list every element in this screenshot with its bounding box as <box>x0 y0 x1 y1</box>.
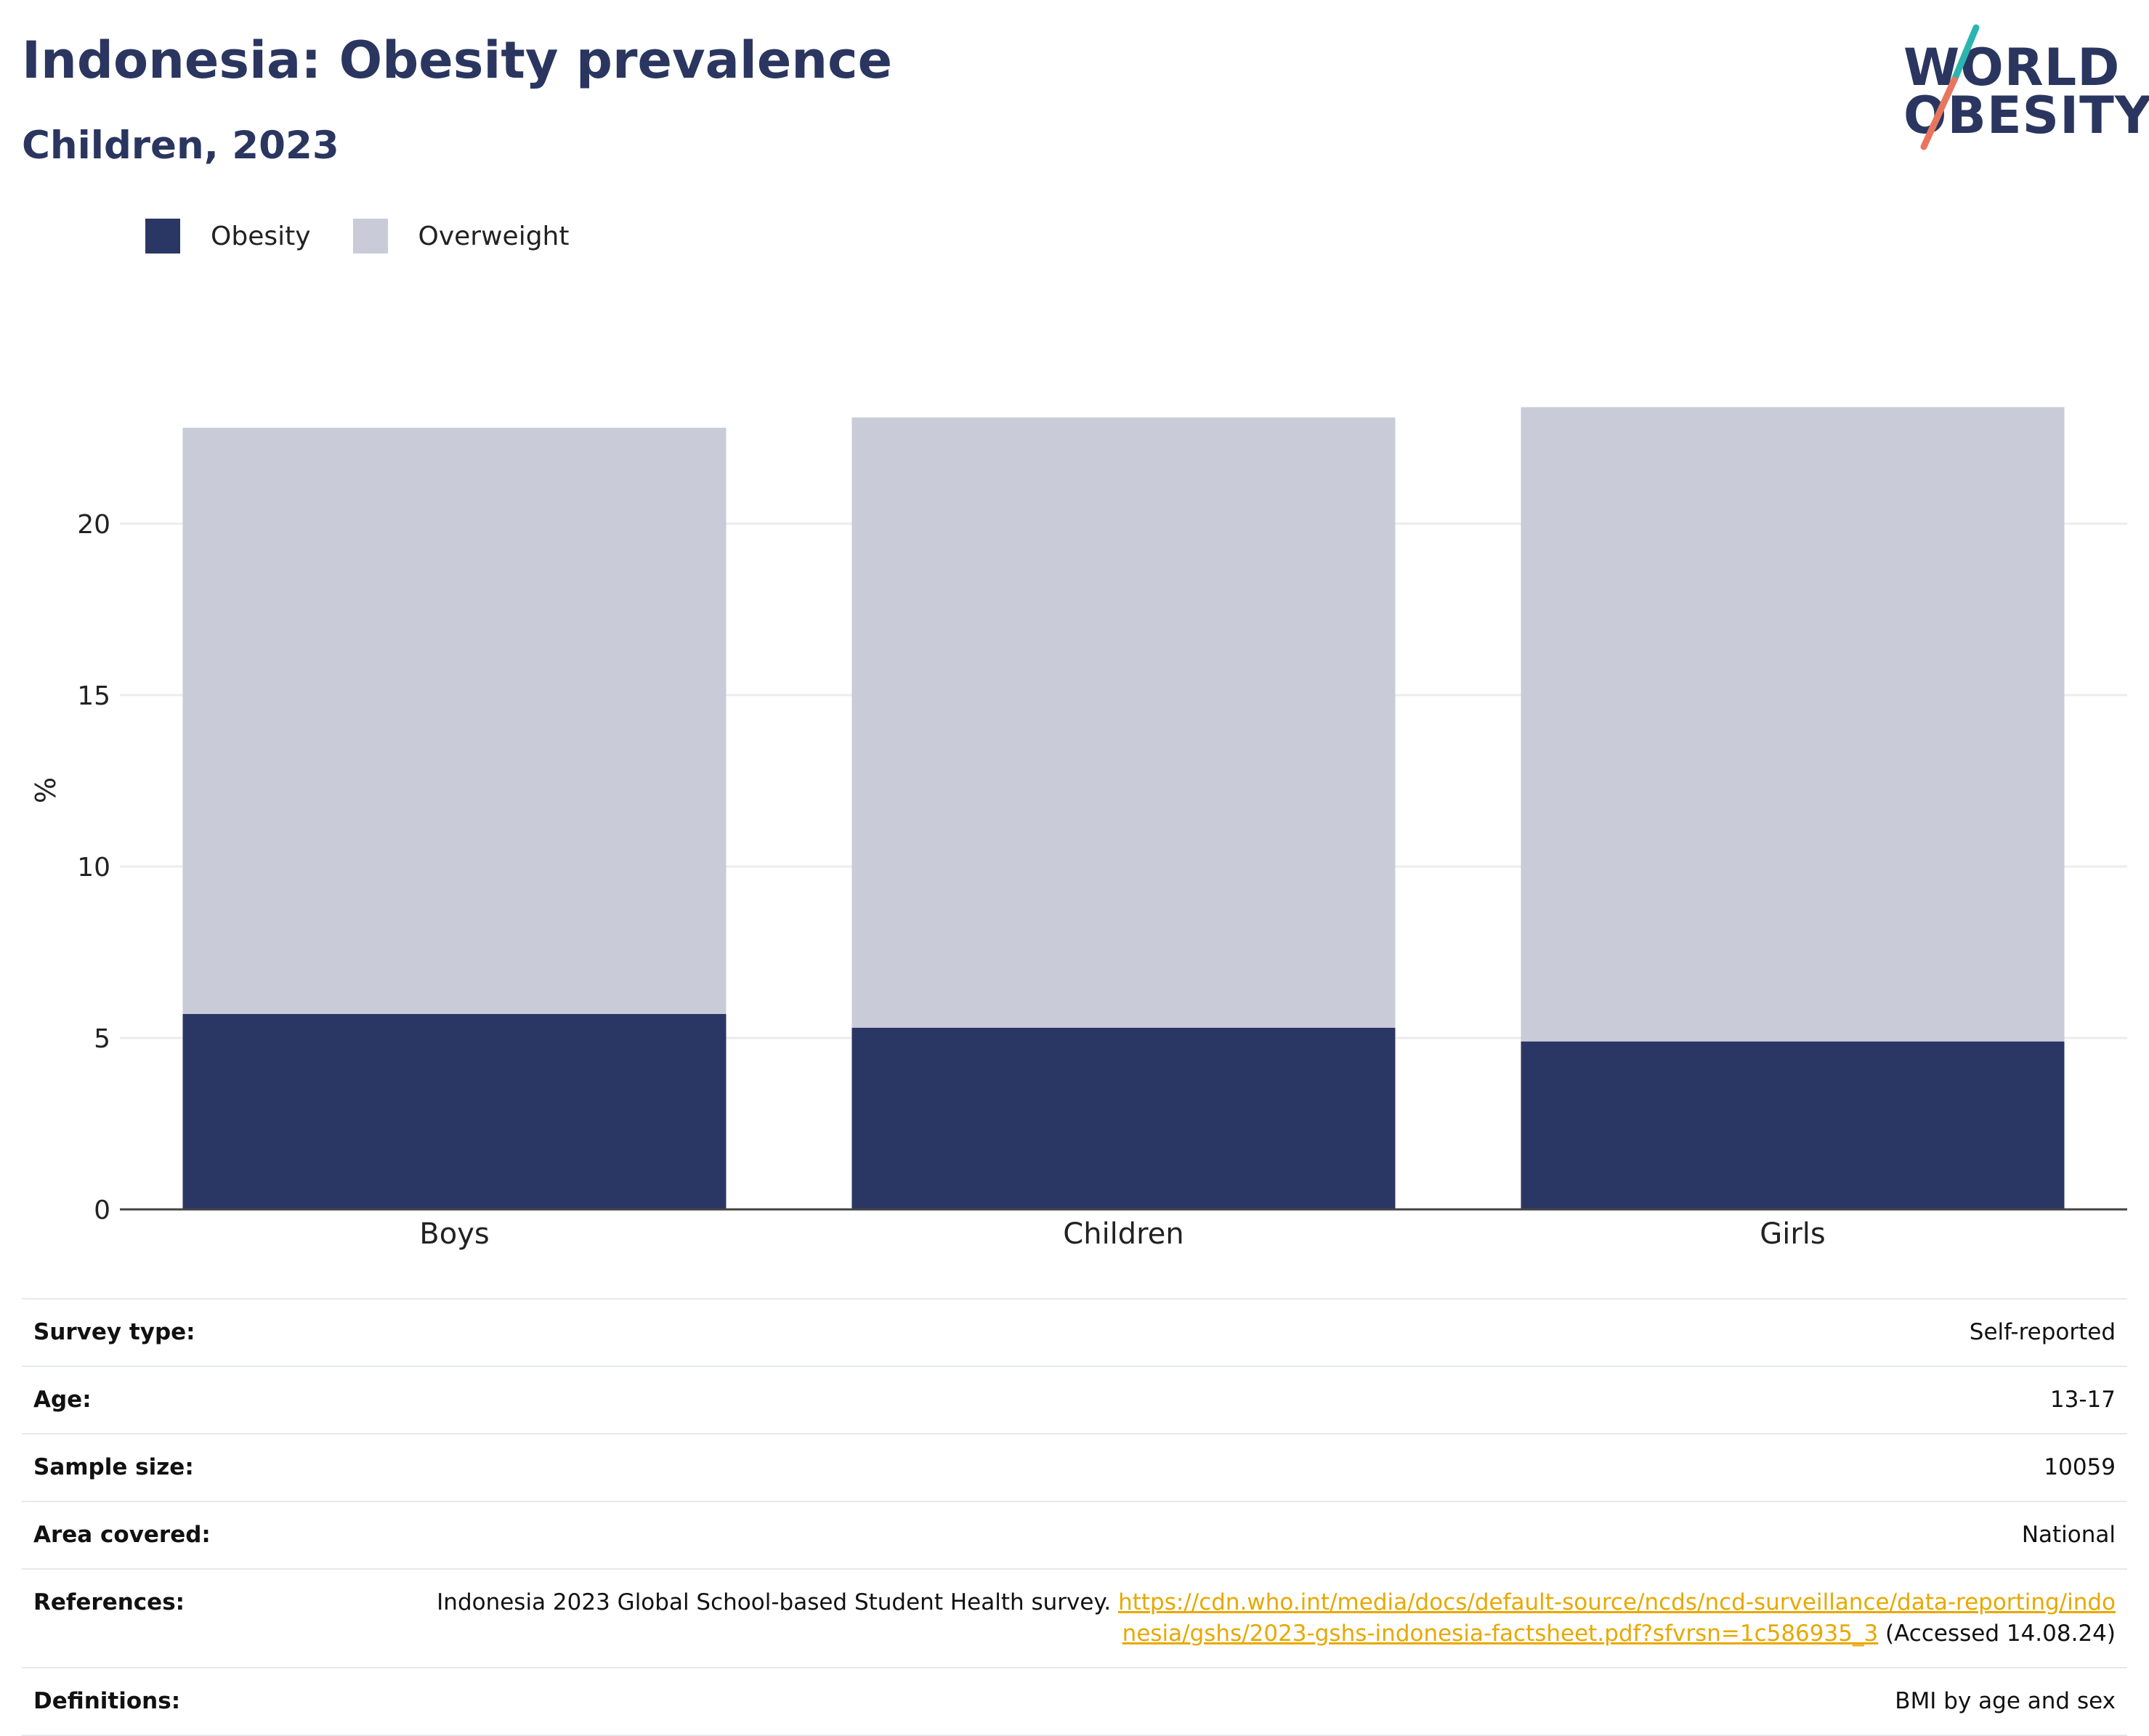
bar-obesity-girls <box>1521 1041 2065 1209</box>
x-tick-label: Girls <box>1760 1217 1826 1251</box>
info-value: 10059 <box>2044 1454 2116 1480</box>
info-label: References: <box>33 1589 185 1615</box>
info-label: Age: <box>33 1387 92 1413</box>
y-axis-label: % <box>30 777 62 803</box>
bar-overweight-girls <box>1521 407 2065 1042</box>
legend-swatch-overweight <box>352 219 388 253</box>
bar-obesity-children <box>851 1027 1396 1209</box>
info-value: BMI by age and sex <box>1895 1688 2116 1714</box>
info-label: Area covered: <box>33 1522 211 1548</box>
info-row-sample-size: Sample size: 10059 <box>22 1434 2127 1501</box>
page-subtitle: Children, 2023 <box>22 123 339 168</box>
survey-info-table: Survey type: Self-reported Age: 13-17 Sa… <box>22 1298 2127 1736</box>
info-value: Indonesia 2023 Global School-based Stude… <box>423 1569 2127 1668</box>
info-row-survey-type: Survey type: Self-reported <box>22 1299 2127 1366</box>
legend-swatch-obesity <box>145 219 180 253</box>
info-label: Survey type: <box>33 1319 195 1345</box>
y-tick-label: 15 <box>77 681 110 711</box>
y-tick-label: 10 <box>77 853 110 883</box>
info-label: Definitions: <box>33 1688 181 1714</box>
chart-legend: Obesity Overweight <box>145 216 611 256</box>
info-label: Sample size: <box>33 1454 194 1480</box>
reference-link[interactable]: https://cdn.who.int/media/docs/default-s… <box>1118 1589 2116 1647</box>
x-tick-label: Children <box>1063 1217 1183 1251</box>
reference-accessed: (Accessed 14.08.24) <box>1885 1621 2116 1647</box>
bar-overweight-children <box>851 417 1396 1028</box>
reference-text: Indonesia 2023 Global School-based Stude… <box>437 1589 1112 1615</box>
logo-slash-icon <box>1920 24 1980 150</box>
legend-label-overweight: Overweight <box>418 221 570 251</box>
y-tick-label: 0 <box>94 1196 110 1225</box>
legend-item-obesity[interactable]: Obesity <box>145 219 311 253</box>
info-row-age: Age: 13-17 <box>22 1366 2127 1434</box>
x-tick-label: Boys <box>419 1217 489 1251</box>
info-row-area: Area covered: National <box>22 1501 2127 1569</box>
page-title: Indonesia: Obesity prevalence <box>22 31 893 90</box>
bar-overweight-boys <box>182 427 727 1014</box>
bar-obesity-boys <box>182 1013 727 1209</box>
info-row-references: References: Indonesia 2023 Global School… <box>22 1569 2127 1668</box>
logo-line-1: WORLD <box>1903 38 2121 97</box>
bar-chart: 0 5 10 15 20% Boys Children Girls <box>30 407 2127 1251</box>
info-row-definitions: Definitions: BMI by age and sex <box>22 1668 2127 1735</box>
info-value: 13-17 <box>2049 1387 2116 1413</box>
info-value: Self-reported <box>1969 1319 2116 1345</box>
world-obesity-logo: WORLD OBESITY <box>1903 22 2149 153</box>
y-tick-label: 20 <box>77 510 110 540</box>
legend-label-obesity: Obesity <box>211 221 311 251</box>
info-value: National <box>2021 1522 2116 1548</box>
legend-item-overweight[interactable]: Overweight <box>352 219 570 253</box>
y-tick-label: 5 <box>94 1024 110 1054</box>
